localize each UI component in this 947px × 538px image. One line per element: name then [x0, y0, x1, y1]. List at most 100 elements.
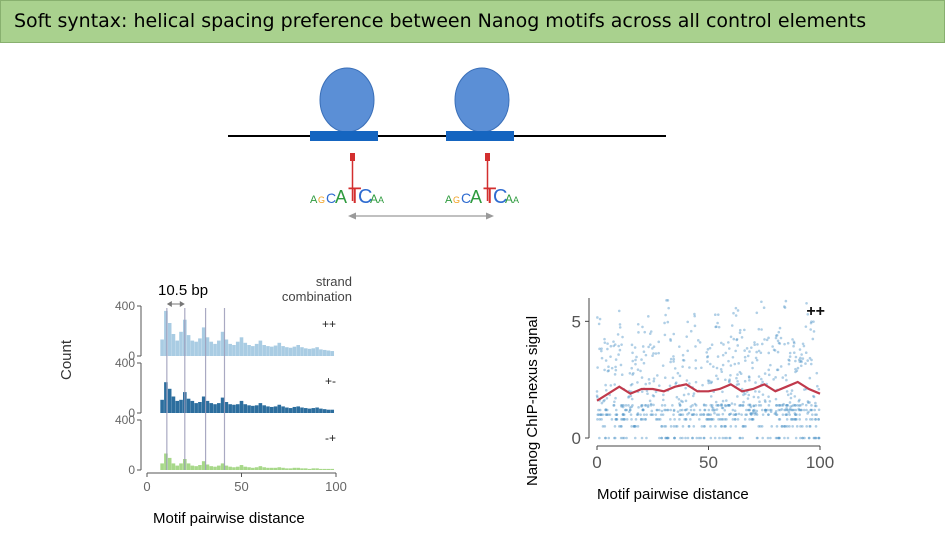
hist-bar [243, 342, 248, 356]
scatter-point [603, 436, 607, 440]
hist-bar [330, 409, 335, 413]
spacing-annotation: 10.5 bp [158, 282, 209, 299]
scatter-point [615, 413, 619, 416]
scatter-point [679, 408, 682, 412]
binding-site-right [446, 131, 514, 141]
scatter-point [767, 336, 770, 340]
scatter-point [628, 372, 632, 375]
scatter-point [615, 418, 618, 421]
hist-bar [190, 400, 195, 413]
scatter-point [617, 309, 621, 313]
scatter-point [756, 343, 759, 346]
scatter-point [664, 408, 667, 412]
scatter-point [806, 412, 809, 415]
scatter-point [801, 436, 805, 440]
scatter-point [689, 408, 693, 412]
scatter-point [814, 413, 817, 416]
hist-bar [315, 347, 319, 356]
scatter-point [669, 418, 672, 421]
scatter-point [715, 408, 719, 411]
scatter-point [604, 359, 608, 362]
scatter-point [764, 408, 768, 412]
scatter-point [622, 418, 626, 421]
scatter-point [677, 397, 681, 401]
scatter-point [727, 347, 731, 350]
scatter-point [624, 408, 627, 412]
scatter-point [660, 404, 664, 407]
scatter-point [788, 351, 792, 355]
slide-title: Soft syntax: helical spacing preference … [14, 10, 867, 32]
scatter-point [799, 408, 803, 412]
scatter-point [689, 405, 693, 408]
scatter-point [646, 405, 650, 409]
scatter-point [634, 425, 637, 428]
scatter-point [612, 340, 615, 343]
scatter-point [760, 300, 763, 304]
scatter-point [684, 418, 688, 421]
scatter-point [779, 336, 783, 340]
scatter-point [780, 404, 784, 407]
scatter-point [679, 436, 682, 440]
scatter-point [619, 363, 623, 367]
scatter-point [784, 373, 788, 377]
scatter-point [597, 413, 600, 416]
scatter-point [649, 404, 653, 407]
scatter-point [810, 404, 813, 407]
scatter-point [720, 370, 724, 374]
scatter-point [683, 418, 686, 421]
hist-bar [288, 347, 293, 356]
scatter-point [794, 355, 798, 359]
scatter-point [735, 338, 738, 342]
scatter-point [728, 413, 731, 416]
scatter-point [801, 402, 804, 406]
scatter-xtick-label: 100 [806, 453, 834, 472]
scatter-point [732, 413, 736, 416]
scatter-point [687, 392, 690, 396]
scatter-point [791, 404, 794, 408]
hist-ytick-label: 400 [115, 356, 135, 370]
scatter-point [694, 404, 698, 407]
scatter-point [643, 330, 647, 334]
hist-bar [288, 408, 293, 413]
scatter-point [769, 410, 773, 414]
hist-bar [315, 407, 319, 413]
scatter-point [775, 425, 779, 428]
hist-bar [198, 465, 202, 470]
scatter-point [678, 345, 681, 348]
hist-bar [300, 347, 304, 356]
scatter-point [809, 408, 813, 412]
scatter-point [678, 404, 682, 407]
scatter-point [690, 413, 694, 416]
scatter-point [727, 404, 731, 407]
scatter-point [733, 418, 737, 421]
scatter-point [797, 358, 801, 362]
scatter-point [598, 408, 602, 412]
scatter-point [639, 413, 642, 416]
scatter-point [674, 425, 678, 428]
svg-text:A: A [310, 194, 318, 206]
scatter-point [679, 413, 683, 416]
scatter-point [692, 413, 695, 416]
scatter-point [656, 418, 659, 421]
scatter-point [707, 381, 710, 385]
scatter-point [789, 407, 792, 411]
scatter-point [724, 425, 727, 428]
scatter-point [637, 331, 640, 334]
scatter-point [624, 404, 628, 407]
scatter-point [808, 401, 811, 404]
scatter-point [684, 408, 687, 412]
hist-bar [213, 404, 217, 413]
scatter-point [806, 400, 810, 403]
scatter-point [703, 408, 707, 412]
svg-text:C: C [326, 190, 336, 206]
hist-bar [224, 402, 229, 413]
scatter-point [748, 408, 751, 412]
scatter-point [688, 382, 691, 385]
scatter-point [794, 436, 798, 440]
scatter-point [817, 436, 821, 440]
scatter-point [763, 408, 767, 412]
scatter-point [772, 378, 775, 381]
scatter-point [752, 395, 756, 399]
scatter-point [669, 357, 673, 361]
scatter-point [767, 373, 771, 377]
